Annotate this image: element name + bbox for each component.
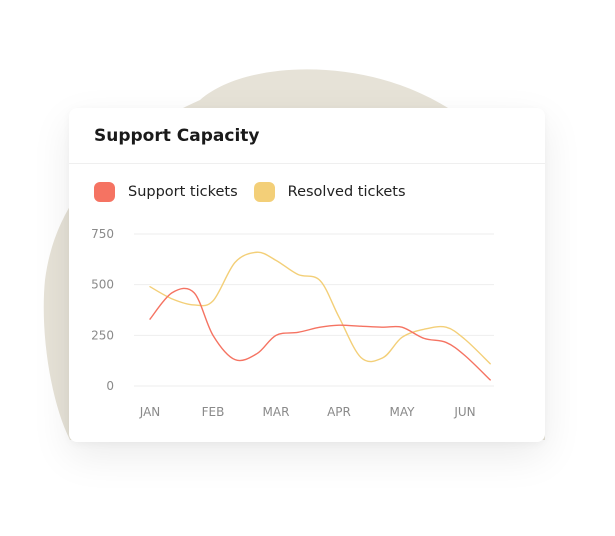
x-tick-label: MAR	[263, 405, 290, 419]
card-header: Support Capacity	[69, 108, 545, 164]
legend-label-support-tickets: Support tickets	[128, 184, 238, 200]
chart-legend: Support tickets Resolved tickets	[94, 182, 422, 202]
legend-swatch-resolved-tickets	[253, 182, 275, 202]
x-tick-label: JUN	[453, 405, 475, 419]
y-tick-label: 500	[91, 278, 114, 292]
series-line-support-tickets	[149, 287, 491, 381]
series-line-resolved-tickets	[149, 251, 491, 365]
chart-title: Support Capacity	[94, 125, 260, 146]
x-tick-label: FEB	[202, 405, 225, 419]
y-tick-label: 0	[106, 379, 114, 393]
legend-item-resolved-tickets[interactable]: Resolved tickets	[253, 182, 406, 202]
legend-swatch-support-tickets	[94, 182, 115, 202]
x-tick-label: APR	[327, 405, 351, 419]
x-tick-label: JAN	[139, 405, 161, 419]
y-tick-label: 750	[91, 227, 114, 241]
x-tick-label: MAY	[390, 405, 416, 419]
legend-label-resolved-tickets: Resolved tickets	[287, 184, 406, 200]
y-tick-label: 250	[91, 328, 114, 342]
line-chart: 0 250 500 750 JAN FEB MAR APR MAY JUN	[91, 227, 494, 419]
legend-item-support-tickets[interactable]: Support tickets	[94, 182, 238, 202]
chart-card: Support Capacity Support tickets Resolve…	[69, 108, 545, 442]
